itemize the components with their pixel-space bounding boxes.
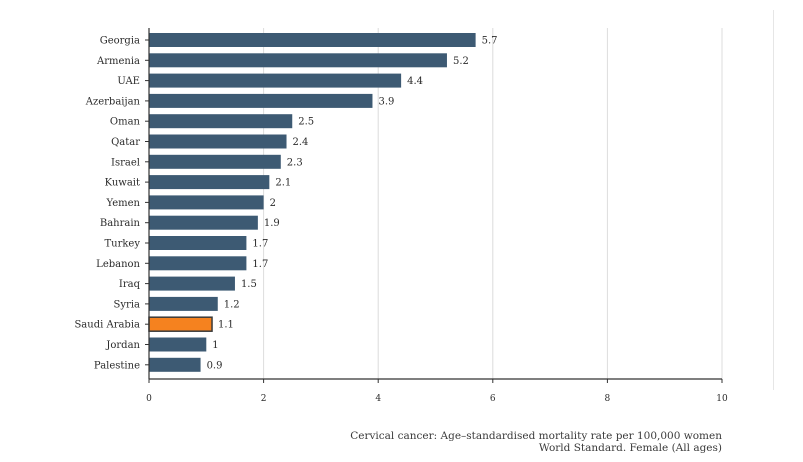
data-label: 4.4 <box>407 76 423 87</box>
labels: 0 2 4 6 8 10 Georgia 5.7 Armenia 5.2 UAE 4.4 Azerbai… <box>74 36 728 405</box>
x-tick-label: 8 <box>605 394 611 404</box>
bar <box>149 215 258 230</box>
x-tick-label: 6 <box>490 394 496 404</box>
bar <box>149 236 247 250</box>
category-label: Jordan <box>105 340 140 351</box>
category-label: Bahrain <box>100 218 141 229</box>
category-label: Yemen <box>106 198 141 209</box>
category-label: Qatar <box>111 137 140 148</box>
bar <box>149 93 373 108</box>
data-label: 1.7 <box>252 259 268 270</box>
x-tick-label: 0 <box>146 394 152 404</box>
data-label: 0.9 <box>207 360 223 371</box>
bar <box>149 134 287 149</box>
category-label: Iraq <box>119 279 141 290</box>
data-label: 2 <box>270 198 276 209</box>
bar <box>149 256 247 271</box>
right-border-line <box>773 10 774 390</box>
data-label: 1.5 <box>241 279 257 290</box>
bar <box>149 296 218 311</box>
data-label: 2.5 <box>298 117 314 128</box>
data-label: 1.7 <box>252 239 268 250</box>
bars <box>148 33 476 372</box>
category-label: UAE <box>117 76 140 87</box>
bar <box>149 53 447 68</box>
bar <box>149 337 207 352</box>
data-label: 2.3 <box>287 157 303 168</box>
bar <box>149 276 235 291</box>
x-tick-label: 2 <box>261 394 267 404</box>
bar-highlighted <box>148 316 213 332</box>
bar <box>149 33 476 47</box>
data-label: 2.1 <box>275 178 291 189</box>
chart-caption: Cervical cancer: Age–standardised mortal… <box>350 430 722 454</box>
bar <box>149 175 270 190</box>
bar <box>149 357 201 372</box>
category-label: Palestine <box>94 360 140 371</box>
caption-line-1: Cervical cancer: Age–standardised mortal… <box>350 430 722 442</box>
category-label: Turkey <box>104 239 140 250</box>
x-tick-label: 10 <box>716 394 728 404</box>
category-label: Azerbaijan <box>85 96 141 107</box>
data-label: 5.7 <box>482 36 498 47</box>
data-label: 1.2 <box>224 299 240 310</box>
bar <box>149 114 293 129</box>
category-label: Oman <box>110 117 141 128</box>
category-label: Syria <box>114 299 140 310</box>
axes <box>145 28 723 383</box>
category-label: Armenia <box>96 56 140 67</box>
category-label: Georgia <box>100 36 140 47</box>
data-label: 1.9 <box>264 218 280 229</box>
bar <box>149 195 264 210</box>
data-label: 1.1 <box>218 320 234 331</box>
category-label: Kuwait <box>105 178 140 189</box>
data-label: 3.9 <box>378 96 394 107</box>
caption-line-2: World Standard. Female (All ages) <box>538 442 722 454</box>
x-tick-label: 4 <box>375 394 381 404</box>
data-label: 1 <box>212 340 218 351</box>
bar <box>149 73 402 88</box>
category-label: Lebanon <box>96 259 140 270</box>
bar-chart: 0 2 4 6 8 10 Georgia 5.7 Armenia 5.2 UAE 4.4 Azerbai… <box>74 28 728 405</box>
data-label: 5.2 <box>453 56 469 67</box>
category-label: Israel <box>111 157 140 168</box>
data-label: 2.4 <box>293 137 309 148</box>
bar <box>149 154 281 169</box>
category-label: Saudi Arabia <box>74 320 140 331</box>
